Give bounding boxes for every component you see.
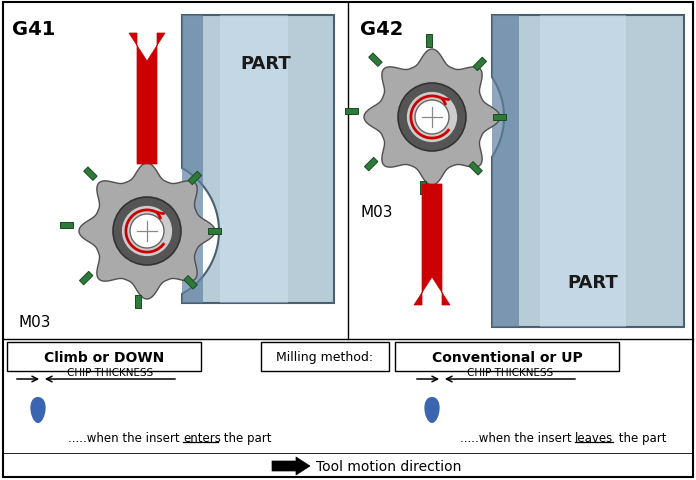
Polygon shape (425, 397, 440, 423)
Bar (141, 148, 146, 161)
Text: Conventional or UP: Conventional or UP (432, 350, 583, 364)
Text: the part: the part (615, 432, 667, 444)
Bar (184, 276, 197, 289)
Polygon shape (364, 50, 500, 186)
Text: M03: M03 (360, 204, 393, 219)
Text: PART: PART (241, 55, 292, 73)
Polygon shape (272, 457, 310, 475)
Bar (3, 454, 693, 477)
Text: Tool motion direction: Tool motion direction (316, 459, 461, 473)
Bar (425, 35, 432, 48)
Circle shape (121, 206, 173, 257)
Bar (469, 162, 482, 176)
Polygon shape (79, 164, 215, 300)
Circle shape (406, 92, 458, 144)
Circle shape (130, 215, 164, 249)
Text: G42: G42 (360, 20, 404, 39)
Text: .....when the insert: .....when the insert (68, 432, 183, 444)
FancyBboxPatch shape (7, 342, 201, 371)
Text: enters: enters (183, 432, 221, 444)
Text: PART: PART (568, 274, 618, 291)
Text: Milling method:: Milling method: (276, 351, 374, 364)
Bar (84, 168, 97, 181)
Bar (420, 182, 425, 195)
Bar (134, 296, 141, 309)
Circle shape (415, 101, 449, 135)
Bar (220, 16, 288, 303)
Bar (182, 16, 203, 303)
Text: M03: M03 (18, 314, 51, 329)
Bar (540, 16, 626, 327)
Bar (473, 58, 487, 72)
Bar (188, 172, 202, 185)
Bar (493, 115, 506, 121)
Bar (208, 228, 221, 235)
Bar (60, 223, 73, 228)
Circle shape (398, 84, 466, 152)
FancyBboxPatch shape (261, 342, 389, 371)
Bar (492, 16, 519, 327)
Polygon shape (182, 16, 334, 303)
Bar (79, 272, 93, 285)
Polygon shape (492, 16, 684, 327)
FancyBboxPatch shape (395, 342, 619, 371)
Text: the part: the part (220, 432, 271, 444)
Polygon shape (31, 397, 46, 423)
Bar (369, 54, 382, 67)
Bar (345, 109, 358, 115)
Polygon shape (414, 185, 450, 305)
Polygon shape (129, 34, 165, 165)
Text: CHIP THICKNESS: CHIP THICKNESS (467, 367, 553, 377)
Text: leaves: leaves (575, 432, 613, 444)
Bar (365, 158, 378, 171)
Text: G41: G41 (12, 20, 56, 39)
Text: .....when the insert: .....when the insert (460, 432, 576, 444)
Text: CHIP THICKNESS: CHIP THICKNESS (67, 367, 153, 377)
Circle shape (113, 198, 181, 265)
Text: Climb or DOWN: Climb or DOWN (44, 350, 164, 364)
